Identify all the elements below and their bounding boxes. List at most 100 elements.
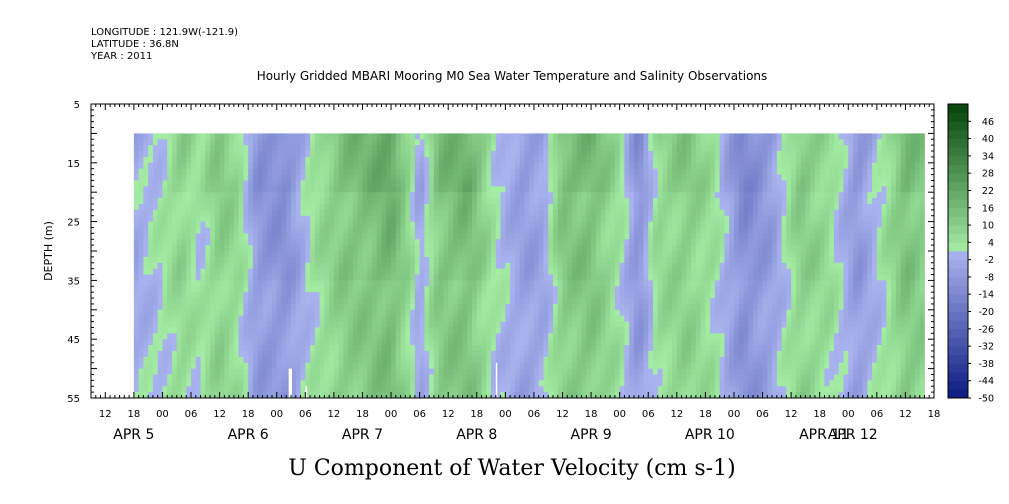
heatmap-cell — [567, 327, 573, 334]
heatmap-cell — [629, 327, 635, 334]
heatmap-cell — [348, 298, 354, 305]
heatmap-cell — [486, 350, 492, 358]
heatmap-cell — [595, 151, 602, 158]
heatmap-cell — [386, 133, 392, 140]
heatmap-cell — [143, 180, 149, 187]
heatmap-cell — [352, 198, 359, 205]
heatmap-cell — [243, 315, 249, 322]
heatmap-cell — [157, 151, 163, 158]
heatmap-cell — [457, 262, 463, 270]
heatmap-cell — [262, 268, 268, 275]
heatmap-cell — [167, 192, 173, 199]
heatmap-cell — [376, 345, 382, 352]
heatmap-cell — [629, 345, 635, 352]
heatmap-cell — [562, 233, 568, 240]
heatmap-cell — [291, 286, 297, 293]
heatmap-cell — [543, 350, 549, 358]
heatmap-cell — [586, 292, 592, 299]
heatmap-cell — [514, 256, 521, 264]
heatmap-cell — [633, 239, 640, 246]
heatmap-cell — [419, 321, 425, 328]
heatmap-cell — [248, 356, 254, 364]
heatmap-cell — [514, 156, 521, 164]
heatmap-cell — [291, 315, 297, 322]
heatmap-cell — [505, 298, 511, 305]
heatmap-cell — [586, 133, 592, 140]
heatmap-cell — [643, 168, 649, 175]
heatmap-cell — [581, 145, 587, 152]
heatmap-cell — [248, 262, 254, 270]
heatmap-cell — [381, 221, 387, 228]
heatmap-cell — [171, 192, 178, 199]
heatmap-cell — [138, 145, 144, 152]
heatmap-cell — [452, 386, 459, 393]
heatmap-cell — [333, 345, 340, 352]
heatmap-cell — [291, 215, 297, 222]
heatmap-cell — [319, 145, 325, 152]
heatmap-cell — [472, 262, 478, 270]
heatmap-cell — [238, 221, 244, 228]
heatmap-cell — [248, 162, 254, 170]
heatmap-cell — [410, 315, 416, 322]
heatmap-cell — [281, 345, 287, 352]
heatmap-cell — [333, 227, 340, 234]
heatmap-cell — [248, 315, 254, 322]
heatmap-cell — [510, 245, 516, 252]
heatmap-cell — [476, 162, 482, 170]
heatmap-cell — [376, 198, 382, 205]
heatmap-cell — [286, 303, 292, 311]
heatmap-cell — [157, 162, 163, 170]
heatmap-cell — [419, 303, 425, 311]
heatmap-cell — [181, 251, 187, 258]
heatmap-cell — [191, 374, 197, 381]
heatmap-cell — [324, 374, 330, 381]
heatmap-cell — [410, 356, 416, 364]
heatmap-cell — [181, 280, 187, 287]
heatmap-cell — [514, 203, 521, 211]
heatmap-cell — [648, 256, 654, 264]
heatmap-cell — [238, 356, 244, 364]
heatmap-cell — [548, 209, 554, 217]
heatmap-cell — [276, 198, 282, 205]
heatmap-cell — [600, 350, 606, 358]
heatmap-cell — [200, 192, 206, 199]
heatmap-cell — [186, 251, 192, 258]
heatmap-cell — [405, 186, 411, 193]
heatmap-cell — [314, 339, 321, 346]
heatmap-cell — [452, 156, 459, 164]
heatmap-cell — [257, 162, 263, 170]
heatmap-cell — [495, 374, 501, 381]
heatmap-cell — [529, 151, 535, 158]
heatmap-cell — [619, 333, 625, 340]
heatmap-cell — [214, 162, 220, 170]
heatmap-cell — [443, 180, 449, 187]
heatmap-cell — [505, 356, 511, 364]
heatmap-cell — [552, 203, 559, 211]
heatmap-cell — [257, 239, 263, 246]
heatmap-cell — [381, 245, 387, 252]
heatmap-cell — [410, 245, 416, 252]
heatmap-cell — [252, 280, 259, 287]
heatmap-cell — [300, 256, 306, 264]
heatmap-cell — [224, 262, 230, 270]
heatmap-cell — [252, 192, 259, 199]
heatmap-cell — [562, 380, 568, 387]
heatmap-cell — [281, 339, 287, 346]
heatmap-cell — [552, 321, 559, 328]
heatmap-cell — [376, 333, 382, 340]
heatmap-cell — [291, 227, 297, 234]
heatmap-cell — [619, 392, 625, 399]
heatmap-cell — [376, 315, 382, 322]
heatmap-cell — [467, 162, 473, 170]
heatmap-cell — [524, 386, 530, 393]
heatmap-cell — [629, 180, 635, 187]
heatmap-cell — [324, 362, 330, 369]
heatmap-cell — [281, 368, 287, 375]
heatmap-cell — [400, 350, 406, 358]
heatmap-cell — [410, 298, 416, 305]
heatmap-cell — [200, 139, 206, 146]
heatmap-cell — [524, 292, 530, 299]
heatmap-cell — [391, 356, 397, 364]
heatmap-cell — [176, 356, 182, 364]
heatmap-cell — [252, 139, 259, 146]
